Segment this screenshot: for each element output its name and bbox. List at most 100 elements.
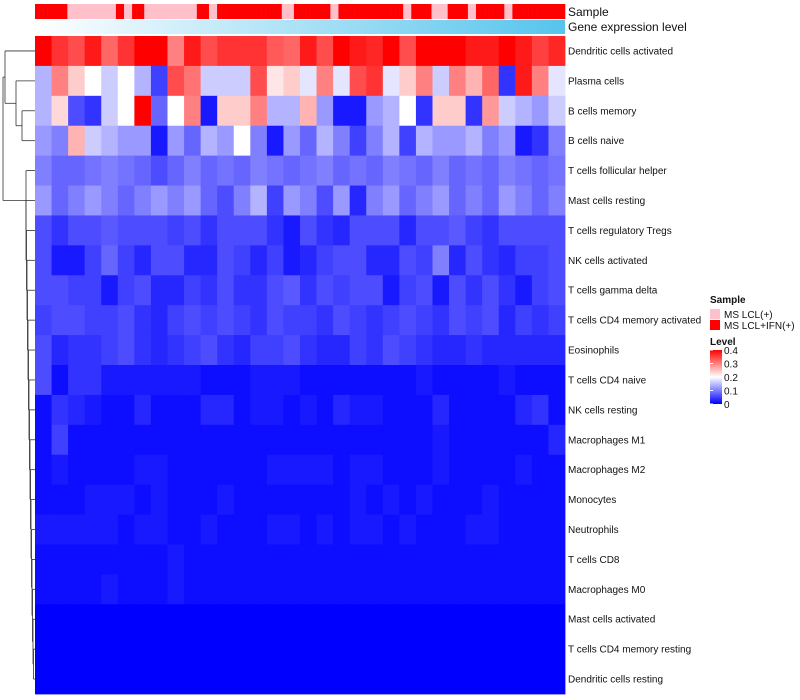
legend-level-title: Level: [710, 337, 736, 348]
heatmap-cell: [333, 305, 351, 336]
sample-annotation-cell: [322, 4, 327, 19]
heatmap-cell: [316, 574, 334, 605]
heatmap-cell: [150, 394, 168, 426]
heatmap-cell: [134, 394, 152, 426]
heatmap-cell: [548, 454, 566, 486]
heatmap-cell: [382, 365, 400, 396]
sample-annotation-cell: [119, 4, 125, 19]
heatmap-cell: [399, 335, 417, 366]
sample-annotation-cell: [87, 4, 92, 19]
sample-annotation-cell: [156, 4, 161, 19]
heatmap-cell: [531, 335, 549, 366]
heatmap-cell: [548, 215, 566, 246]
heatmap-cell: [333, 155, 351, 186]
heatmap-cell: [366, 634, 384, 665]
sample-annotation-cell: [560, 4, 566, 19]
heatmap-cell: [531, 574, 549, 605]
heatmap-cell: [167, 65, 185, 97]
heatmap-cell: [134, 335, 152, 366]
heatmap-cell: [399, 155, 417, 186]
heatmap-cell: [366, 664, 384, 695]
sample-annotation-cell: [524, 4, 529, 19]
heatmap-cell: [399, 664, 417, 695]
heatmap-cell: [465, 65, 483, 97]
heatmap-cell: [515, 394, 533, 426]
heatmap-cell: [548, 544, 566, 575]
heatmap-cell: [382, 155, 400, 186]
heatmap-cell: [366, 394, 384, 426]
heatmap-cell: [84, 514, 102, 545]
row-label: T cells follicular helper: [568, 166, 667, 177]
heatmap-cell: [300, 365, 317, 396]
heatmap-cell: [333, 544, 351, 575]
heatmap-cell: [366, 365, 384, 396]
heatmap-cell: [250, 65, 268, 97]
row-label: T cells CD4 memory activated: [568, 316, 701, 327]
heatmap-cell: [531, 95, 549, 127]
heatmap-cell: [250, 424, 268, 456]
heatmap-cell: [283, 95, 301, 127]
heatmap-cell: [366, 95, 384, 127]
heatmap-cell: [300, 245, 317, 276]
heatmap-cell: [101, 65, 119, 97]
heatmap-cell: [250, 604, 268, 635]
heatmap-cell: [117, 604, 135, 635]
heatmap-cell: [349, 36, 367, 67]
heatmap-cell: [51, 65, 69, 97]
heatmap-cell: [366, 335, 384, 366]
sample-annotation-cell: [128, 4, 133, 19]
heatmap-cell: [134, 484, 152, 515]
sample-annotation-cell: [136, 4, 141, 19]
heatmap-cell: [51, 484, 69, 515]
heatmap-cell: [300, 305, 317, 336]
heatmap-cell: [482, 454, 500, 486]
heatmap-cell: [84, 36, 102, 67]
sample-annotation-cell: [536, 4, 542, 19]
heatmap-cell: [415, 664, 433, 695]
heatmap-cell: [184, 185, 202, 216]
row-label: B cells naive: [568, 136, 625, 147]
heatmap-cell: [531, 36, 549, 67]
heatmap-cell: [68, 305, 86, 336]
heatmap-cell: [117, 664, 135, 695]
sample-annotation-cell: [556, 4, 562, 19]
sample-annotation-cell: [35, 4, 40, 19]
heatmap-cell: [51, 275, 69, 306]
heatmap-cell: [449, 454, 467, 486]
heatmap-cell: [250, 544, 268, 575]
heatmap-cell: [134, 155, 152, 186]
heatmap-cell: [200, 305, 218, 336]
heatmap-cell: [283, 604, 301, 635]
heatmap-cell: [482, 604, 500, 635]
heatmap-cell: [515, 65, 533, 97]
heatmap-cell: [134, 454, 152, 486]
legend-level-tick-label: 0.1: [724, 387, 738, 398]
sample-annotation-cell: [221, 4, 226, 19]
heatmap-cell: [316, 604, 334, 635]
sample-annotation-cell: [447, 4, 453, 19]
heatmap-cell: [266, 245, 284, 276]
sample-annotation-cell: [391, 4, 396, 19]
heatmap-cell: [399, 245, 417, 276]
heatmap-cell: [84, 215, 102, 246]
heatmap-cell: [482, 215, 500, 246]
heatmap-cell: [84, 394, 102, 426]
heatmap-cell: [84, 574, 102, 605]
heatmap-cell: [117, 95, 135, 127]
heatmap-cell: [233, 275, 251, 306]
heatmap-cell: [51, 335, 69, 366]
heatmap-cell: [515, 185, 533, 216]
heatmap-cell: [449, 275, 467, 306]
heatmap-cell: [482, 664, 500, 695]
heatmap-cell: [35, 36, 52, 67]
heatmap-cell: [283, 544, 301, 575]
heatmap-cell: [432, 424, 450, 456]
sample-annotation-cell: [443, 4, 448, 19]
heatmap-cell: [117, 574, 135, 605]
heatmap-cell: [498, 215, 516, 246]
heatmap-cell: [415, 305, 433, 336]
heatmap-cell: [200, 574, 218, 605]
sample-annotation-cell: [520, 4, 525, 19]
heatmap-cell: [84, 484, 102, 515]
sample-annotation-cell: [419, 4, 424, 19]
